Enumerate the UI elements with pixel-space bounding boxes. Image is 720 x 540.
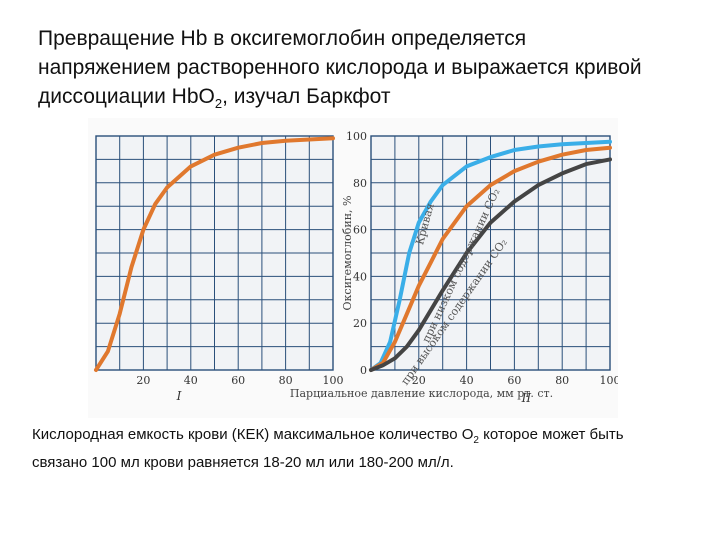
title-line-2: напряжением растворенного кислорода и вы… <box>38 56 642 79</box>
title-line-3-end: , изучал Баркфот <box>222 85 391 108</box>
panel-1-grid <box>95 135 334 371</box>
panel-2-x-tick-label: 80 <box>555 374 569 387</box>
panel-2-x-tick-label: 20 <box>412 374 426 387</box>
panel-2-curves <box>369 139 612 372</box>
panel-2-y-tick-label: 40 <box>353 270 367 283</box>
footer-line-1-end: которое может быть <box>478 426 624 443</box>
panel-2-series-3-line <box>369 157 612 372</box>
slide-title: Превращение Hb в оксигемоглобин определя… <box>38 24 698 118</box>
panel-2-series-2-line <box>369 145 612 372</box>
title-line-1: Превращение Hb в оксигемоглобин определя… <box>38 27 527 50</box>
footer-line-2: связано 100 мл крови равняется 18-20 мл … <box>32 454 454 471</box>
panel-2-y-tick-label: 20 <box>353 317 367 330</box>
panel-1-x-tick-label: 100 <box>323 374 344 387</box>
panel-2-grid <box>370 135 611 371</box>
title-line-3: диссоциации HbO2, изучал Баркфот <box>38 82 698 118</box>
panel-2-x-tick-label: 60 <box>507 374 521 387</box>
panel-1-x-tick-label: 40 <box>184 374 198 387</box>
footer-subscript: 2 <box>473 435 479 446</box>
panel-2-x-tick-label: 100 <box>600 374 619 387</box>
dissociation-curves-figure: 20 40 60 80 100 I 0 20 40 60 80 100 20 40 60 80 100 IIПар… <box>88 118 618 418</box>
panel-1-curves <box>94 136 335 372</box>
panel-2-label: II <box>521 391 532 405</box>
panel-1-label: I <box>176 389 182 403</box>
title-line-3-text: диссоциации HbO <box>38 85 215 108</box>
title-subscript: 2 <box>214 96 223 112</box>
y-axis-label: Оксигемоглобин, % <box>341 196 354 311</box>
panel-1-series-1-line <box>94 136 335 372</box>
panel-2-y-tick-label: 60 <box>353 224 367 237</box>
panel-2-y-tick-label: 80 <box>353 177 367 190</box>
panel-2-y-tick-label: 100 <box>346 130 367 143</box>
panel-1-x-tick-label: 20 <box>136 374 150 387</box>
panel-1-x-tick-label: 80 <box>279 374 293 387</box>
panel-2-x-tick-label: 40 <box>460 374 474 387</box>
x-axis-label: Парциальное давление кислорода, мм рт. с… <box>290 387 553 400</box>
panel-1-x-tick-label: 60 <box>231 374 245 387</box>
panel-2-series-1-line <box>369 139 612 372</box>
panel-2-y-tick-label: 0 <box>360 364 367 377</box>
footer-text: Кислородная емкость крови (КЕК) максимал… <box>32 424 702 474</box>
footer-line-1: Кислородная емкость крови (КЕК) максимал… <box>32 426 474 443</box>
